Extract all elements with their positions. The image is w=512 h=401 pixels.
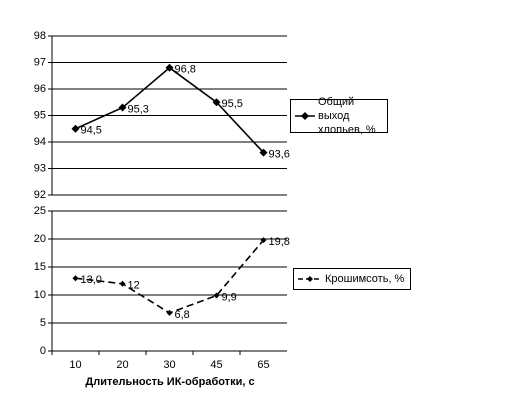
y-tick-label: 0 <box>40 345 46 357</box>
legend: Крошимсоть, % <box>293 268 411 290</box>
legend-swatch <box>295 112 315 120</box>
data-point <box>260 237 267 244</box>
y-tick-label: 98 <box>34 30 46 42</box>
data-point <box>213 292 220 299</box>
legend-label: Крошимсоть, % <box>325 273 405 285</box>
y-tick-label: 94 <box>34 136 46 148</box>
x-tick-label: 30 <box>163 359 175 371</box>
data-point <box>259 148 268 157</box>
y-tick-label: 10 <box>34 289 46 301</box>
legend: Общий выход хлопьев, % <box>290 96 388 136</box>
y-tick-label: 25 <box>34 205 46 217</box>
x-tick-label: 65 <box>257 359 269 371</box>
legend-swatch <box>298 276 322 282</box>
data-point <box>165 63 174 72</box>
data-label: 93,6 <box>269 149 290 161</box>
y-tick-label: 92 <box>34 189 46 201</box>
y-tick-label: 5 <box>40 317 46 329</box>
data-point <box>71 124 80 133</box>
data-point <box>118 103 127 112</box>
y-tick-label: 93 <box>34 162 46 174</box>
data-label: 12 <box>128 280 140 292</box>
y-tick-label: 96 <box>34 83 46 95</box>
series-line <box>75 66 265 154</box>
legend-label: Общий выход хлопьев, % <box>318 96 376 136</box>
y-tick-label: 20 <box>34 233 46 245</box>
data-label: 9,9 <box>222 291 237 303</box>
data-label: 95,5 <box>222 98 243 110</box>
data-point <box>72 275 79 282</box>
y-tick-label: 15 <box>34 261 46 273</box>
x-axis-title: Длительность ИК-обработки, с <box>85 376 254 388</box>
y-tick-label: 95 <box>34 109 46 121</box>
data-point <box>166 309 173 316</box>
data-label: 96,8 <box>175 64 196 76</box>
data-label: 95,3 <box>128 103 149 115</box>
y-tick-label: 97 <box>34 56 46 68</box>
data-label: 6,8 <box>175 309 190 321</box>
x-tick-label: 20 <box>116 359 128 371</box>
x-tick-label: 10 <box>69 359 81 371</box>
data-label: 94,5 <box>81 125 102 137</box>
data-point <box>212 98 221 107</box>
data-label: 19,8 <box>269 236 290 248</box>
x-tick-label: 45 <box>210 359 222 371</box>
data-label: 13,0 <box>81 274 102 286</box>
data-point <box>119 280 126 287</box>
